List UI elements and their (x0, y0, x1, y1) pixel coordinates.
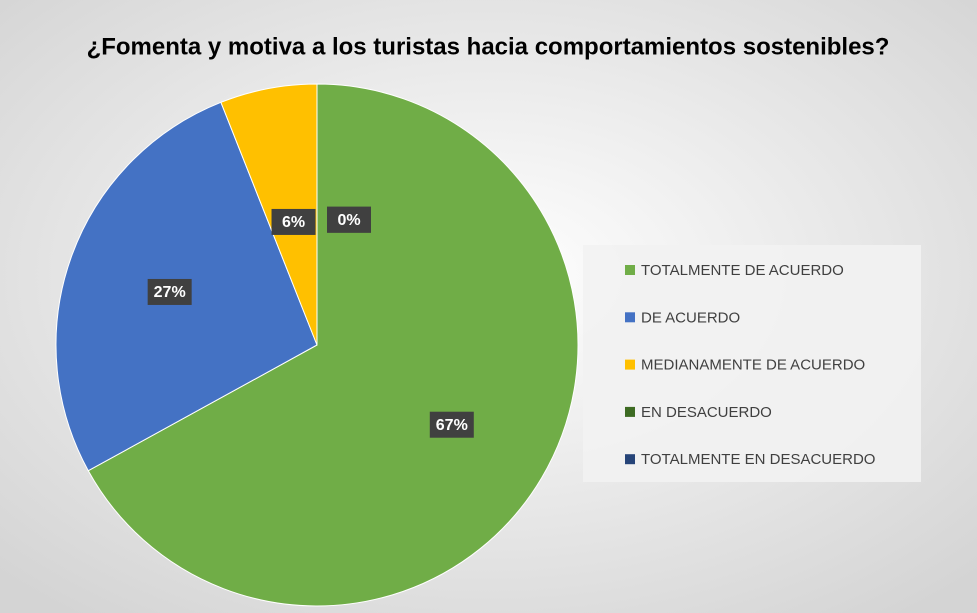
legend-label: TOTALMENTE EN DESACUERDO (641, 451, 875, 468)
legend-label: TOTALMENTE DE ACUERDO (641, 262, 844, 279)
legend-label: DE ACUERDO (641, 309, 740, 326)
data-label-box (271, 208, 316, 235)
data-label-box (429, 411, 474, 438)
legend-swatch (625, 406, 635, 417)
pie-slice (87, 83, 579, 607)
legend-box (583, 245, 921, 482)
data-label: 6% (282, 214, 305, 231)
legend-label: EN DESACUERDO (641, 404, 772, 421)
data-label-box (147, 278, 192, 305)
data-label: 27% (154, 284, 186, 301)
data-label: 0% (337, 212, 360, 229)
data-label: 67% (436, 417, 468, 434)
legend-swatch (625, 265, 635, 275)
legend-label: MEDIANAMENTE DE ACUERDO (641, 357, 865, 374)
pie-slice (220, 83, 318, 346)
chart-title: ¿Fomenta y motiva a los turistas hacia c… (87, 33, 890, 60)
legend-swatch (625, 359, 635, 370)
legend-swatch (625, 312, 635, 323)
data-label-box (327, 206, 371, 233)
legend-swatch (625, 454, 635, 465)
